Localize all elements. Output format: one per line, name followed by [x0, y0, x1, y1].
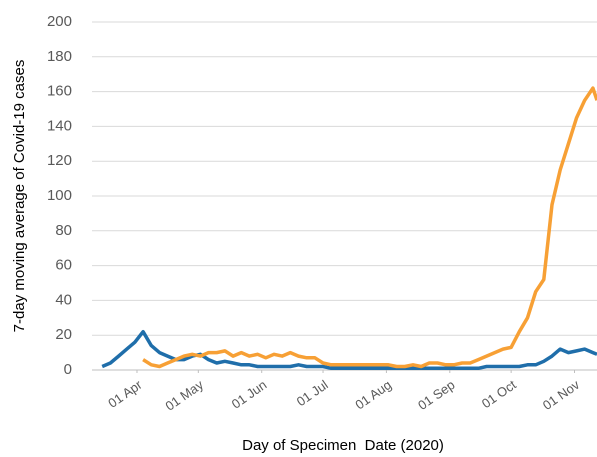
line-series [142, 86, 597, 369]
line-series [101, 329, 597, 371]
x-tick-label: 01 Aug [352, 377, 394, 413]
y-tick-label: 0 [64, 361, 72, 378]
y-tick-label: 120 [47, 152, 72, 169]
x-tick-label: 01 Sep [415, 377, 457, 413]
y-tick-label: 160 [47, 83, 72, 100]
y-axis-title: 7-day moving average of Covid-19 cases [11, 60, 28, 333]
x-axis-title: Day of Specimen Date (2020) [242, 437, 444, 454]
x-tick-label: 01 Jun [229, 377, 270, 412]
y-tick-label: 200 [47, 13, 72, 30]
y-tick-label: 180 [47, 48, 72, 65]
y-tick-label: 20 [55, 326, 72, 343]
y-tick-label: 100 [47, 187, 72, 204]
y-tick-label: 80 [55, 222, 72, 239]
x-tick-label: 01 Jul [294, 377, 331, 409]
y-tick-label: 40 [55, 291, 72, 308]
y-tick-label: 140 [47, 117, 72, 134]
y-tick-label: 60 [55, 257, 72, 274]
x-tick-label: 01 Apr [105, 377, 145, 411]
x-tick-label: 01 May [162, 377, 206, 414]
x-tick-label: 01 Nov [540, 377, 583, 413]
x-tick-label: 01 Oct [479, 377, 519, 411]
